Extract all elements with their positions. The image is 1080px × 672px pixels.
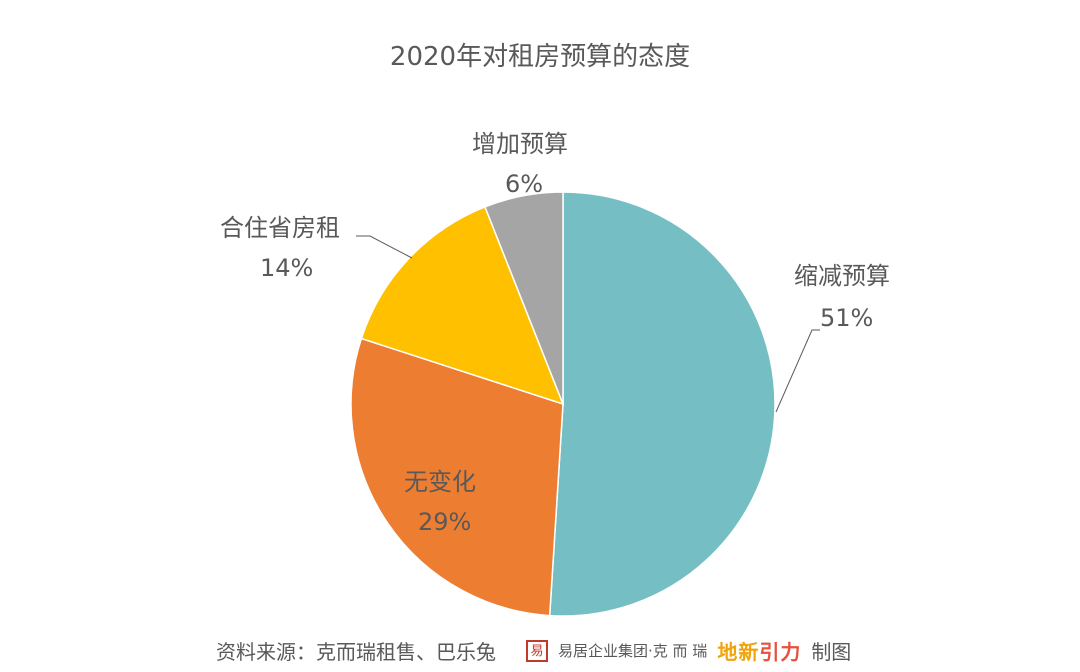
logo-brand-char-4: 力 <box>780 640 802 664</box>
slice-value-shared: 14% <box>260 254 314 282</box>
pie-slice-shared <box>360 205 565 406</box>
slice-value-increase: 6% <box>505 170 544 198</box>
logo-brand: 地新引力 <box>717 636 801 665</box>
slice-label-reduce: 缩减预算 <box>794 262 890 290</box>
leader-line-shared <box>356 235 413 259</box>
pie-slice-reduce <box>548 191 776 617</box>
slice-value-reduce: 51% <box>820 304 874 332</box>
slice-label-shared: 合住省房租 <box>220 214 340 242</box>
logo-brand-char-1: 地 <box>717 640 739 664</box>
logo-brand-char-3: 引 <box>759 640 781 664</box>
logo-group-text: 易居企业集团·克 而 瑞 <box>558 642 708 660</box>
logo-brand-char-2: 新 <box>738 640 760 664</box>
pie-slice-nochange <box>350 337 564 617</box>
slice-label-nochange: 无变化 <box>404 468 476 496</box>
pie-slice-increase <box>483 191 564 405</box>
slice-value-nochange: 29% <box>418 508 472 536</box>
source-note: 资料来源：克而瑞租售、巴乐兔 <box>216 640 496 664</box>
leader-line-reduce <box>775 329 820 413</box>
slice-label-increase: 增加预算 <box>472 130 568 158</box>
footer: 资料来源：克而瑞租售、巴乐兔 易 易居企业集团·克 而 瑞 地新引力 制图 <box>216 636 851 665</box>
logo-seal-icon: 易 <box>526 639 548 662</box>
made-by-text: 制图 <box>811 640 852 664</box>
chart-title: 2020年对租房预算的态度 <box>389 42 691 72</box>
